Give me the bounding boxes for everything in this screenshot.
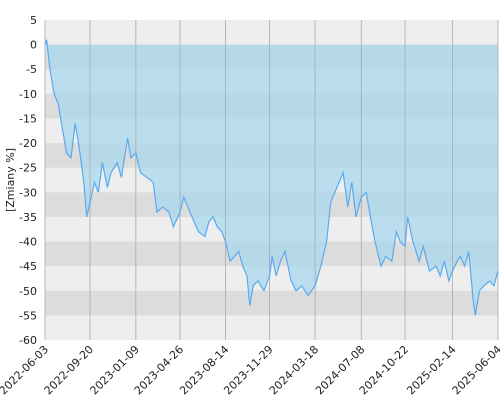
y-tick-label: -55	[19, 309, 37, 322]
y-tick-label: -5	[26, 63, 37, 76]
y-tick-label: -30	[19, 186, 37, 199]
y-tick-label: -20	[19, 137, 37, 150]
y-tick-label: 5	[30, 14, 37, 27]
y-tick-label: 0	[30, 39, 37, 52]
y-tick-label: -25	[19, 162, 37, 175]
line	[44, 39, 499, 316]
y-axis-label: [Zmiany %]	[4, 148, 17, 212]
y-tick-label: -10	[19, 88, 37, 101]
grid-band	[45, 290, 498, 316]
y-tick-label: -35	[19, 211, 37, 224]
y-tick-label: -60	[19, 334, 37, 347]
y-tick-label: -45	[19, 260, 37, 273]
y-tick-label: -50	[19, 285, 37, 298]
y-tick-label: -40	[19, 236, 37, 249]
area-fill	[45, 39, 498, 316]
y-tick-label: -15	[19, 112, 37, 125]
